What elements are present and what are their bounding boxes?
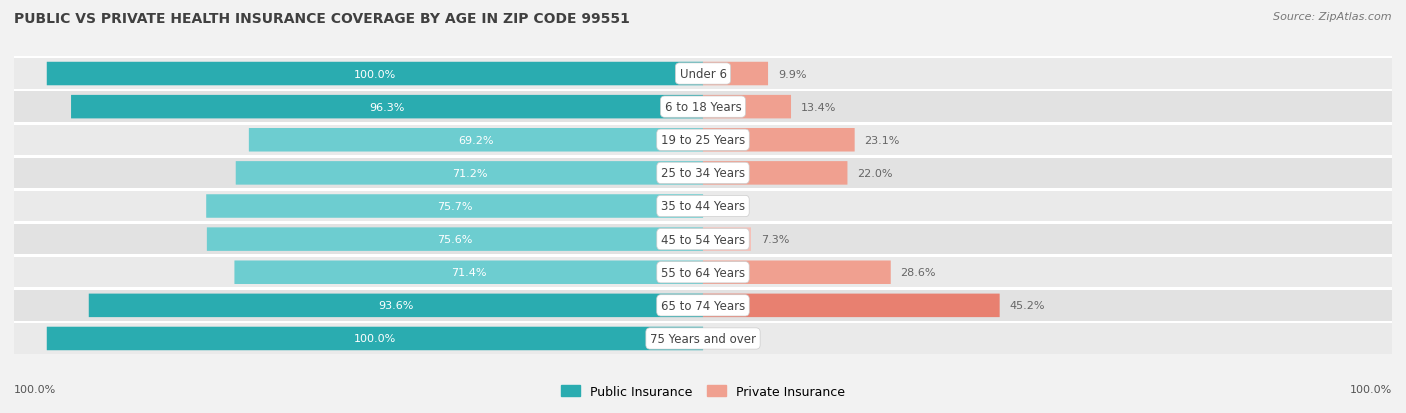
FancyBboxPatch shape [703, 162, 848, 185]
FancyBboxPatch shape [207, 195, 703, 218]
Bar [14, 156, 1392, 158]
FancyBboxPatch shape [703, 63, 768, 86]
Text: 0.0%: 0.0% [713, 202, 741, 211]
Text: 45.2%: 45.2% [1010, 301, 1045, 311]
Bar [14, 288, 1392, 290]
Text: 45 to 54 Years: 45 to 54 Years [661, 233, 745, 246]
Bar [14, 90, 1392, 92]
Text: 71.4%: 71.4% [451, 268, 486, 278]
FancyBboxPatch shape [72, 96, 703, 119]
Bar [14, 57, 1392, 59]
Text: 100.0%: 100.0% [14, 385, 56, 394]
FancyBboxPatch shape [207, 228, 703, 251]
Bar [14, 257, 1392, 288]
Bar [14, 290, 1392, 321]
FancyBboxPatch shape [46, 63, 703, 86]
Bar [14, 123, 1392, 125]
Text: 100.0%: 100.0% [354, 69, 396, 79]
FancyBboxPatch shape [703, 261, 891, 284]
Text: 9.9%: 9.9% [778, 69, 806, 79]
Text: 22.0%: 22.0% [858, 169, 893, 178]
Bar [14, 189, 1392, 191]
Text: Source: ZipAtlas.com: Source: ZipAtlas.com [1274, 12, 1392, 22]
FancyBboxPatch shape [249, 129, 703, 152]
Text: 65 to 74 Years: 65 to 74 Years [661, 299, 745, 312]
Text: 55 to 64 Years: 55 to 64 Years [661, 266, 745, 279]
Text: 69.2%: 69.2% [458, 135, 494, 145]
Text: PUBLIC VS PRIVATE HEALTH INSURANCE COVERAGE BY AGE IN ZIP CODE 99551: PUBLIC VS PRIVATE HEALTH INSURANCE COVER… [14, 12, 630, 26]
Bar [14, 222, 1392, 224]
Text: 28.6%: 28.6% [900, 268, 936, 278]
Text: 7.3%: 7.3% [761, 235, 789, 244]
Text: 71.2%: 71.2% [451, 169, 486, 178]
Text: 75 Years and over: 75 Years and over [650, 332, 756, 345]
FancyBboxPatch shape [236, 162, 703, 185]
Legend: Public Insurance, Private Insurance: Public Insurance, Private Insurance [561, 385, 845, 398]
FancyBboxPatch shape [703, 96, 792, 119]
Bar [14, 255, 1392, 257]
Text: 96.3%: 96.3% [370, 102, 405, 112]
FancyBboxPatch shape [46, 327, 703, 350]
Bar [14, 321, 1392, 323]
Text: 100.0%: 100.0% [354, 334, 396, 344]
FancyBboxPatch shape [703, 129, 855, 152]
Text: 23.1%: 23.1% [865, 135, 900, 145]
Bar [14, 158, 1392, 189]
FancyBboxPatch shape [703, 294, 1000, 317]
FancyBboxPatch shape [235, 261, 703, 284]
FancyBboxPatch shape [89, 294, 703, 317]
Text: 25 to 34 Years: 25 to 34 Years [661, 167, 745, 180]
Bar [14, 224, 1392, 255]
Bar [14, 92, 1392, 123]
Text: 75.6%: 75.6% [437, 235, 472, 244]
Text: 93.6%: 93.6% [378, 301, 413, 311]
Text: 6 to 18 Years: 6 to 18 Years [665, 101, 741, 114]
Bar [14, 125, 1392, 156]
Text: 19 to 25 Years: 19 to 25 Years [661, 134, 745, 147]
Bar [14, 191, 1392, 222]
Text: 0.0%: 0.0% [713, 334, 741, 344]
Text: 75.7%: 75.7% [437, 202, 472, 211]
Text: 13.4%: 13.4% [801, 102, 837, 112]
Bar [14, 59, 1392, 90]
Text: 35 to 44 Years: 35 to 44 Years [661, 200, 745, 213]
Text: 100.0%: 100.0% [1350, 385, 1392, 394]
Bar [14, 323, 1392, 354]
FancyBboxPatch shape [703, 228, 751, 251]
Text: Under 6: Under 6 [679, 68, 727, 81]
